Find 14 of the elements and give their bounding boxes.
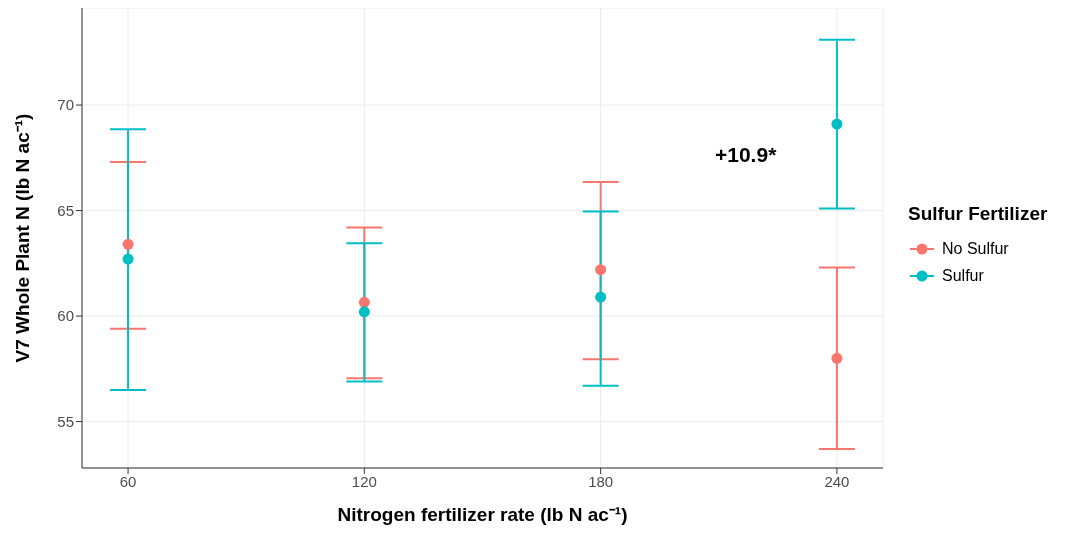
y-tick-label: 70 <box>57 96 74 114</box>
x-tick-label: 240 <box>824 472 850 490</box>
y-tick-label: 55 <box>57 412 74 430</box>
legend-label: Sulfur <box>942 266 984 285</box>
y-tick-label: 60 <box>57 307 74 325</box>
y-tick-label: 65 <box>57 201 74 219</box>
x-axis-title: Nitrogen fertilizer rate (lb N ac⁻¹) <box>337 504 628 525</box>
x-tick-label: 180 <box>588 472 614 490</box>
legend-label: No Sulfur <box>942 239 1009 258</box>
x-tick-label: 120 <box>351 472 377 490</box>
annotation: +10.9* <box>715 143 777 167</box>
legend-title: Sulfur Fertilizer <box>908 203 1048 225</box>
x-tick-label: 60 <box>119 472 137 490</box>
y-axis-title: V7 Whole Plant N (lb N ac⁻¹) <box>11 113 33 363</box>
